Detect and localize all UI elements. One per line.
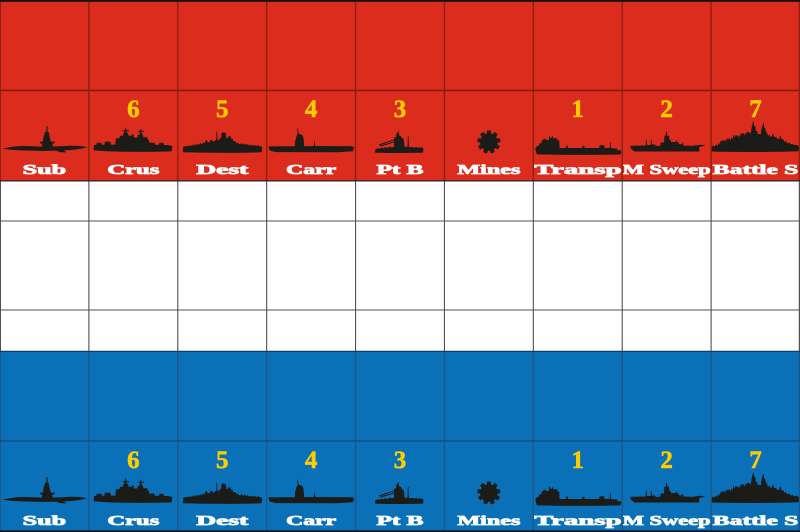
svg-text:3: 3 [394, 96, 407, 123]
svg-text:1: 1 [572, 96, 585, 123]
svg-text:Battle S: Battle S [713, 513, 799, 528]
svg-text:2: 2 [660, 96, 673, 123]
svg-text:6: 6 [127, 447, 140, 474]
svg-text:Carr: Carr [286, 162, 336, 177]
svg-text:Mines: Mines [457, 513, 520, 528]
svg-text:M Sweep: M Sweep [623, 162, 712, 177]
svg-text:4: 4 [305, 96, 318, 123]
svg-text:M Sweep: M Sweep [623, 513, 712, 528]
svg-text:4: 4 [305, 447, 318, 474]
svg-text:Transp: Transp [534, 162, 622, 177]
svg-text:Mines: Mines [457, 162, 520, 177]
svg-text:6: 6 [127, 96, 140, 123]
svg-text:3: 3 [394, 447, 407, 474]
svg-text:7: 7 [749, 447, 762, 474]
svg-text:Crus: Crus [107, 513, 159, 528]
svg-text:Sub: Sub [23, 162, 67, 177]
svg-text:Dest: Dest [196, 513, 249, 528]
svg-text:Pt B: Pt B [377, 513, 424, 528]
svg-text:Battle S: Battle S [713, 162, 799, 177]
svg-text:Carr: Carr [286, 513, 336, 528]
svg-text:5: 5 [216, 96, 229, 123]
svg-text:Transp: Transp [534, 513, 622, 528]
svg-text:Sub: Sub [23, 513, 67, 528]
svg-text:7: 7 [749, 96, 762, 123]
svg-text:Pt B: Pt B [377, 162, 424, 177]
svg-text:Dest: Dest [196, 162, 249, 177]
svg-text:5: 5 [216, 447, 229, 474]
svg-text:Crus: Crus [107, 162, 159, 177]
svg-text:2: 2 [660, 447, 673, 474]
svg-text:1: 1 [572, 447, 585, 474]
